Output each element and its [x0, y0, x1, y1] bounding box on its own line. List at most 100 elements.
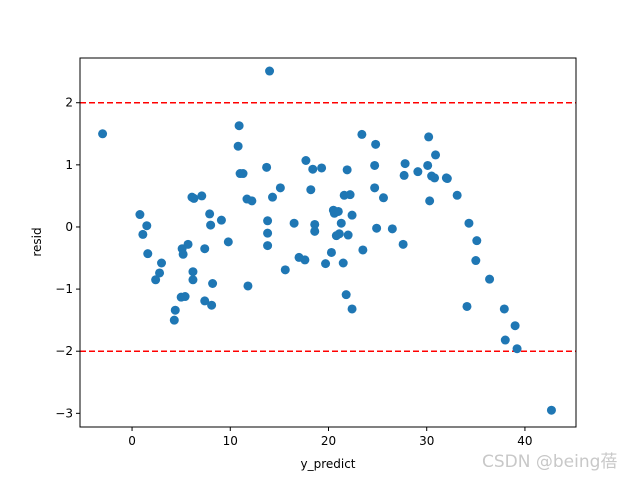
data-point — [471, 256, 481, 266]
data-point — [135, 210, 145, 220]
y-axis-ticks: −3 −2 −1 0 1 2 — [55, 96, 80, 420]
data-point — [143, 249, 153, 259]
data-point — [310, 219, 320, 229]
data-point — [398, 239, 408, 249]
data-point — [243, 281, 253, 291]
data-point — [413, 167, 423, 177]
data-point — [399, 170, 409, 180]
data-point — [347, 210, 357, 220]
data-point — [197, 191, 207, 201]
data-point — [238, 169, 248, 179]
data-point — [188, 275, 198, 285]
data-point — [200, 244, 210, 254]
y-tick-label: −1 — [55, 282, 73, 296]
data-point — [430, 173, 440, 183]
y-tick-label: −2 — [55, 344, 73, 358]
data-point — [180, 292, 190, 302]
x-tick-label: 30 — [419, 434, 434, 448]
data-point — [306, 185, 316, 195]
data-point — [247, 196, 257, 206]
y-tick-label: −3 — [55, 406, 73, 420]
data-point — [216, 215, 226, 225]
data-point — [317, 163, 327, 173]
data-point — [207, 300, 217, 310]
data-point — [347, 304, 357, 314]
data-point — [308, 164, 318, 174]
data-point — [263, 241, 273, 251]
data-point — [234, 121, 244, 131]
data-point — [370, 160, 380, 170]
data-point — [336, 218, 346, 228]
data-point — [268, 192, 278, 202]
data-point — [265, 66, 275, 76]
data-point — [155, 268, 165, 278]
data-point — [370, 183, 380, 193]
data-point — [546, 405, 556, 415]
data-point — [263, 216, 273, 226]
data-point — [157, 258, 167, 268]
data-point — [372, 223, 382, 233]
data-point — [378, 193, 388, 203]
data-point — [262, 162, 272, 172]
data-point — [333, 206, 343, 216]
data-point — [464, 218, 474, 228]
data-point — [169, 315, 179, 325]
reference-lines — [80, 101, 576, 352]
data-point — [138, 229, 148, 239]
data-point — [500, 335, 510, 345]
data-point — [452, 190, 462, 200]
data-point — [345, 190, 355, 200]
data-point — [400, 159, 410, 169]
data-point — [343, 230, 353, 240]
data-point — [208, 279, 218, 288]
data-point — [442, 174, 452, 184]
data-point — [300, 255, 310, 265]
data-point — [289, 218, 299, 228]
data-point — [321, 259, 331, 269]
data-point — [98, 129, 108, 139]
data-point — [223, 237, 233, 247]
data-point — [462, 301, 472, 311]
data-point — [423, 160, 433, 170]
data-point — [326, 247, 336, 257]
data-point — [510, 321, 520, 331]
x-tick-label: 40 — [517, 434, 532, 448]
data-point — [205, 209, 215, 219]
y-tick-label: 2 — [65, 96, 73, 110]
data-point — [431, 150, 441, 160]
x-axis-ticks: 0 10 20 30 40 — [128, 427, 533, 448]
data-point — [472, 236, 482, 246]
data-point — [499, 304, 509, 314]
data-point — [371, 139, 381, 149]
data-point — [424, 132, 434, 142]
data-point — [425, 196, 435, 206]
x-tick-label: 0 — [128, 434, 136, 448]
y-tick-label: 1 — [65, 158, 73, 172]
data-point — [170, 305, 180, 315]
x-tick-label: 20 — [321, 434, 336, 448]
data-point — [183, 239, 193, 249]
data-point — [189, 193, 199, 203]
data-point — [358, 245, 368, 255]
data-point — [485, 274, 495, 284]
data-point — [512, 344, 522, 354]
data-point — [280, 265, 290, 275]
data-point — [206, 220, 216, 230]
data-point — [178, 249, 188, 259]
data-point — [188, 267, 198, 277]
data-point — [342, 165, 352, 175]
y-tick-label: 0 — [65, 220, 73, 234]
data-point — [263, 228, 273, 238]
x-tick-label: 10 — [223, 434, 238, 448]
data-points — [98, 66, 556, 415]
data-point — [151, 275, 161, 285]
data-point — [341, 290, 351, 300]
csdn-watermark: CSDN @being蓓 — [482, 452, 618, 472]
data-point — [338, 258, 348, 268]
data-point — [357, 129, 367, 139]
data-point — [334, 229, 344, 239]
data-point — [310, 226, 320, 236]
y-axis-label: resid — [30, 227, 44, 256]
